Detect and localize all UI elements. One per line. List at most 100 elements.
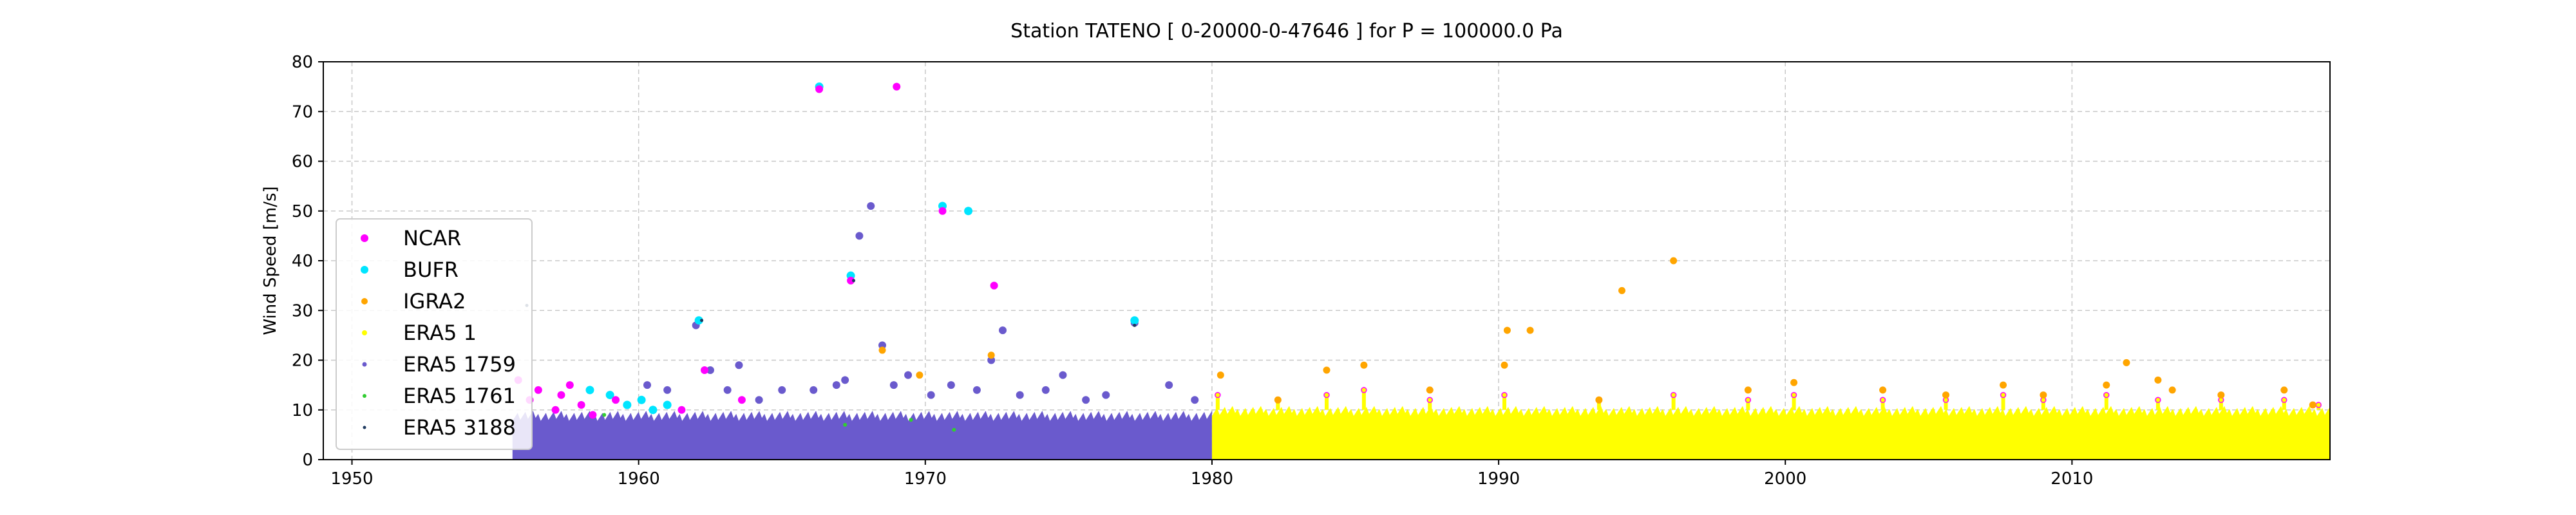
era5-1-peak-point bbox=[1323, 391, 1330, 398]
x-tick-label: 2010 bbox=[2050, 469, 2093, 489]
y-axis-label: Wind Speed [m/s] bbox=[261, 186, 280, 335]
x-tick-label: 1950 bbox=[330, 469, 373, 489]
ncar-point bbox=[815, 85, 824, 93]
y-tick-label: 70 bbox=[292, 102, 313, 122]
axis-ticks: 1950 1960 1970 1980 1990 2000 2010 0 10 20 30 40 50 6… bbox=[292, 53, 2094, 489]
y-tick-label: 30 bbox=[292, 301, 313, 321]
igra2-point bbox=[1879, 386, 1887, 394]
legend-marker bbox=[361, 266, 368, 274]
legend-label: BUFR bbox=[403, 258, 459, 282]
igra2-point bbox=[2103, 381, 2110, 389]
legend-label: IGRA2 bbox=[403, 289, 466, 314]
igra2-point bbox=[1217, 371, 1224, 379]
era5-1-peak-point bbox=[2281, 397, 2287, 404]
era5-1759-point bbox=[987, 356, 996, 364]
bufr-point bbox=[623, 400, 632, 409]
y-tick-label: 10 bbox=[292, 401, 313, 420]
ncar-point bbox=[577, 401, 585, 409]
era5-1-band bbox=[1211, 406, 2330, 460]
x-tick-label: 1990 bbox=[1477, 469, 1520, 489]
igra2-point bbox=[2000, 381, 2007, 389]
era5-1759-point bbox=[1016, 391, 1024, 399]
legend-marker bbox=[363, 394, 366, 398]
chart-title: Station TATENO [ 0-20000-0-47646 ] for P… bbox=[1010, 20, 1563, 42]
ncar-point bbox=[589, 411, 597, 419]
ncar-point bbox=[677, 406, 686, 414]
y-tick-label: 40 bbox=[292, 252, 313, 271]
ncar-point bbox=[737, 396, 746, 404]
era5-1759-point bbox=[867, 202, 875, 211]
era5-1759-point bbox=[889, 381, 898, 389]
bufr-point bbox=[663, 400, 672, 409]
era5-1759-point bbox=[663, 386, 672, 394]
y-tick-label: 20 bbox=[292, 351, 313, 371]
legend-label: ERA5 1761 bbox=[403, 384, 516, 408]
igra2-point bbox=[1790, 379, 1798, 386]
igra2-point bbox=[2217, 391, 2225, 399]
era5-1759-point bbox=[1059, 371, 1067, 379]
legend-marker bbox=[363, 426, 366, 429]
legend-label: ERA5 1759 bbox=[403, 352, 516, 377]
igra2-point bbox=[1503, 326, 1511, 334]
ncar-point bbox=[557, 391, 565, 399]
igra2-point bbox=[2040, 391, 2047, 399]
era5-1759-point bbox=[972, 386, 981, 394]
ncar-point bbox=[938, 207, 947, 215]
x-tick-label: 1960 bbox=[618, 469, 660, 489]
bufr-point bbox=[964, 207, 973, 216]
era5-1761-point bbox=[602, 413, 607, 417]
ncar-point bbox=[847, 276, 855, 285]
era5-1761-point bbox=[843, 422, 848, 427]
y-tick-label: 60 bbox=[292, 153, 313, 172]
era5-1759-point bbox=[1191, 396, 1199, 404]
ncar-point bbox=[612, 396, 620, 404]
era5-1-peak-point bbox=[2103, 391, 2110, 398]
igra2-point bbox=[1744, 386, 1752, 394]
era5-1759-point bbox=[735, 361, 743, 370]
ncar-point bbox=[893, 82, 901, 91]
era5-3188-point bbox=[700, 319, 704, 323]
igra2-point bbox=[2309, 401, 2316, 409]
era5-1759-point bbox=[947, 381, 955, 389]
igra2-point bbox=[2154, 376, 2162, 384]
era5-1759-point bbox=[904, 371, 913, 379]
era5-1759-point bbox=[1102, 391, 1110, 399]
igra2-point bbox=[1670, 257, 1678, 265]
era5-1759-point bbox=[1082, 396, 1090, 404]
era5-1-peak-point bbox=[1879, 397, 1886, 404]
x-tick-label: 1980 bbox=[1191, 469, 1233, 489]
era5-1-peak-point bbox=[2000, 391, 2007, 398]
era5-1759-point bbox=[778, 386, 786, 394]
era5-1759-point bbox=[706, 366, 714, 374]
era5-1-peak-point bbox=[1790, 391, 1797, 398]
grid bbox=[323, 61, 2330, 460]
igra2-point bbox=[1501, 361, 1508, 369]
x-tick-label: 2000 bbox=[1764, 469, 1806, 489]
ncar-point bbox=[701, 366, 709, 374]
legend-box bbox=[336, 218, 533, 450]
igra2-point bbox=[1526, 326, 1534, 334]
ncar-point bbox=[534, 386, 542, 394]
bufr-point bbox=[605, 391, 614, 400]
era5-1759-point bbox=[810, 386, 818, 394]
legend-label: ERA5 3188 bbox=[403, 415, 516, 440]
igra2-point bbox=[1618, 286, 1625, 294]
igra2-point bbox=[2280, 386, 2288, 394]
era5-1-peak-point bbox=[1361, 387, 1367, 393]
era5-1-peak-point bbox=[1501, 391, 1508, 398]
era5-1759-band bbox=[512, 411, 1212, 460]
igra2-point bbox=[1426, 386, 1434, 394]
era5-1759-point bbox=[755, 396, 763, 404]
y-tick-label: 80 bbox=[292, 53, 313, 72]
era5-1-peak-point bbox=[1745, 397, 1752, 404]
ncar-point bbox=[990, 281, 998, 290]
era5-1759-point bbox=[1165, 381, 1173, 389]
era5-1759-point bbox=[878, 341, 887, 350]
igra2-point bbox=[1274, 396, 1282, 404]
legend-marker bbox=[361, 234, 368, 242]
bufr-point bbox=[637, 395, 646, 404]
igra2-point bbox=[916, 371, 923, 379]
y-tick-label: 50 bbox=[292, 202, 313, 221]
